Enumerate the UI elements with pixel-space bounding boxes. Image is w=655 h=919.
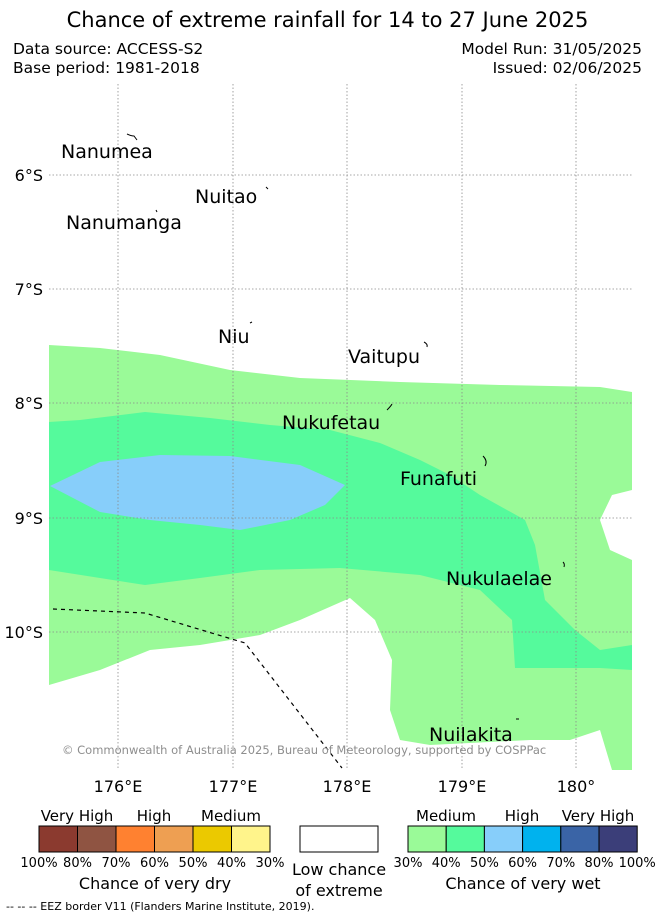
legend-dry-swatch: [192, 825, 232, 853]
place-label-nukufetau: Nukufetau: [282, 412, 380, 434]
lon-label-177e: 177°E: [209, 777, 258, 796]
legend-dry-percent-label: 100%: [20, 856, 57, 871]
legend-wet-level-high: High: [505, 807, 539, 825]
lat-label-8s: 8°S: [15, 394, 43, 413]
issued-text: Issued: 02/06/2025: [492, 59, 642, 77]
legend-wet-percent-label: 30%: [394, 856, 423, 871]
place-label-niu: Niu: [218, 326, 250, 348]
place-label-funafuti: Funafuti: [400, 468, 477, 490]
legend-wet-level-medium: Medium: [416, 807, 476, 825]
legend-wet-percent-label: 60%: [508, 856, 537, 871]
lat-label-10s: 10°S: [4, 623, 43, 642]
legend-wet-percent-label: 50%: [470, 856, 499, 871]
lon-label-176e: 176°E: [94, 777, 143, 796]
legend-low-swatch: [299, 825, 379, 853]
island-vaitupu: [423, 341, 428, 348]
legend-wet-swatch: [560, 825, 600, 853]
legend-dry-swatch: [154, 825, 194, 853]
legend-wet-swatch: [483, 825, 524, 853]
legend-wet-caption: Chance of very wet: [445, 874, 600, 893]
legend-wet-swatch: [522, 825, 562, 853]
legend-dry-caption: Chance of very dry: [79, 874, 231, 893]
legend-dry-percent-label: 30%: [256, 856, 285, 871]
island-nuitao: [265, 186, 269, 190]
eez-border-line: [52, 608, 343, 769]
lon-label-178e: 178°E: [323, 777, 372, 796]
legend-wet-percent-label: 70%: [546, 856, 575, 871]
island-niu: [249, 321, 253, 324]
legend-low-caption-1: Low chance: [292, 860, 386, 879]
legend-low: Low chance of extreme: [292, 825, 386, 900]
legend-dry-percent-label: 80%: [63, 856, 92, 871]
legend-dry-level-very-high: Very High: [41, 807, 114, 825]
lat-label-6s: 6°S: [15, 166, 43, 185]
place-label-nanumea: Nanumea: [61, 141, 153, 163]
legend-wet: Medium High Very High 30% 40% 50% 60% 70% 80%…: [394, 807, 655, 893]
legend-wet-percent-label: 80%: [585, 856, 614, 871]
legend-dry-swatch: [77, 825, 117, 853]
legend-dry-swatch: [231, 825, 271, 853]
lon-label-180: 180°: [557, 777, 596, 796]
place-label-nuilakita: Nuilakita: [429, 724, 513, 746]
legend-dry: Very High High Medium 100% 80% 70% 60% 50% 40…: [20, 807, 284, 893]
place-label-nukulaelae: Nukulaelae: [446, 568, 552, 590]
meta-left: Data source: ACCESS-S2 Base period: 1981…: [13, 40, 203, 78]
map-plot-area: Nanumea Nuitao Nanumanga Niu Vaitupu Nuk…: [49, 84, 632, 770]
legend-dry-percent-label: 40%: [217, 856, 246, 871]
lat-label-7s: 7°S: [15, 280, 43, 299]
place-label-nuitao: Nuitao: [195, 186, 257, 208]
data-source-text: Data source: ACCESS-S2: [13, 40, 204, 58]
base-period-text: Base period: 1981-2018: [13, 59, 200, 77]
copyright-text: © Commonwealth of Australia 2025, Bureau…: [62, 743, 546, 757]
place-label-nanumanga: Nanumanga: [66, 212, 182, 234]
legend-dry-level-high: High: [137, 807, 171, 825]
legend-low-caption-2: of extreme: [295, 881, 382, 900]
lat-label-9s: 9°S: [15, 509, 43, 528]
legend-dry-percent-label: 70%: [102, 856, 131, 871]
legend-dry-percent-label: 60%: [140, 856, 169, 871]
model-run-text: Model Run: 31/05/2025: [461, 40, 642, 58]
island-nukulaelae: [562, 561, 565, 568]
legend-wet-level-very-high: Very High: [562, 807, 635, 825]
map-title: Chance of extreme rainfall for 14 to 27 …: [66, 8, 589, 32]
legend-wet-swatch: [445, 825, 485, 853]
place-label-vaitupu: Vaitupu: [348, 346, 420, 368]
legend-dry-percent-label: 50%: [179, 856, 208, 871]
map-gridlines: [49, 84, 632, 770]
meta-right: Model Run: 31/05/2025 Issued: 02/06/2025: [461, 40, 642, 78]
legend-wet-swatch: [598, 825, 638, 853]
region-high-50-60: [50, 455, 345, 530]
legend-dry-swatch: [115, 825, 155, 853]
legend-dry-swatch: [38, 825, 78, 853]
island-funafuti: [482, 455, 487, 467]
legend-wet-percent-label: 100%: [619, 856, 655, 871]
eez-footnote: -- -- -- EEZ border V11 (Flanders Marine…: [6, 900, 315, 913]
island-nanumea: [126, 133, 138, 141]
legend-wet-percent-label: 40%: [432, 856, 461, 871]
island-nanumanga: [155, 209, 158, 213]
island-outlines: [126, 133, 565, 720]
legend-dry-level-medium: Medium: [201, 807, 261, 825]
legend: Very High High Medium 100% 80% 70% 60% 50% 40…: [20, 807, 655, 900]
lon-label-179e: 179°E: [438, 777, 487, 796]
island-nukufetau: [386, 403, 393, 411]
legend-wet-swatch: [407, 825, 447, 853]
